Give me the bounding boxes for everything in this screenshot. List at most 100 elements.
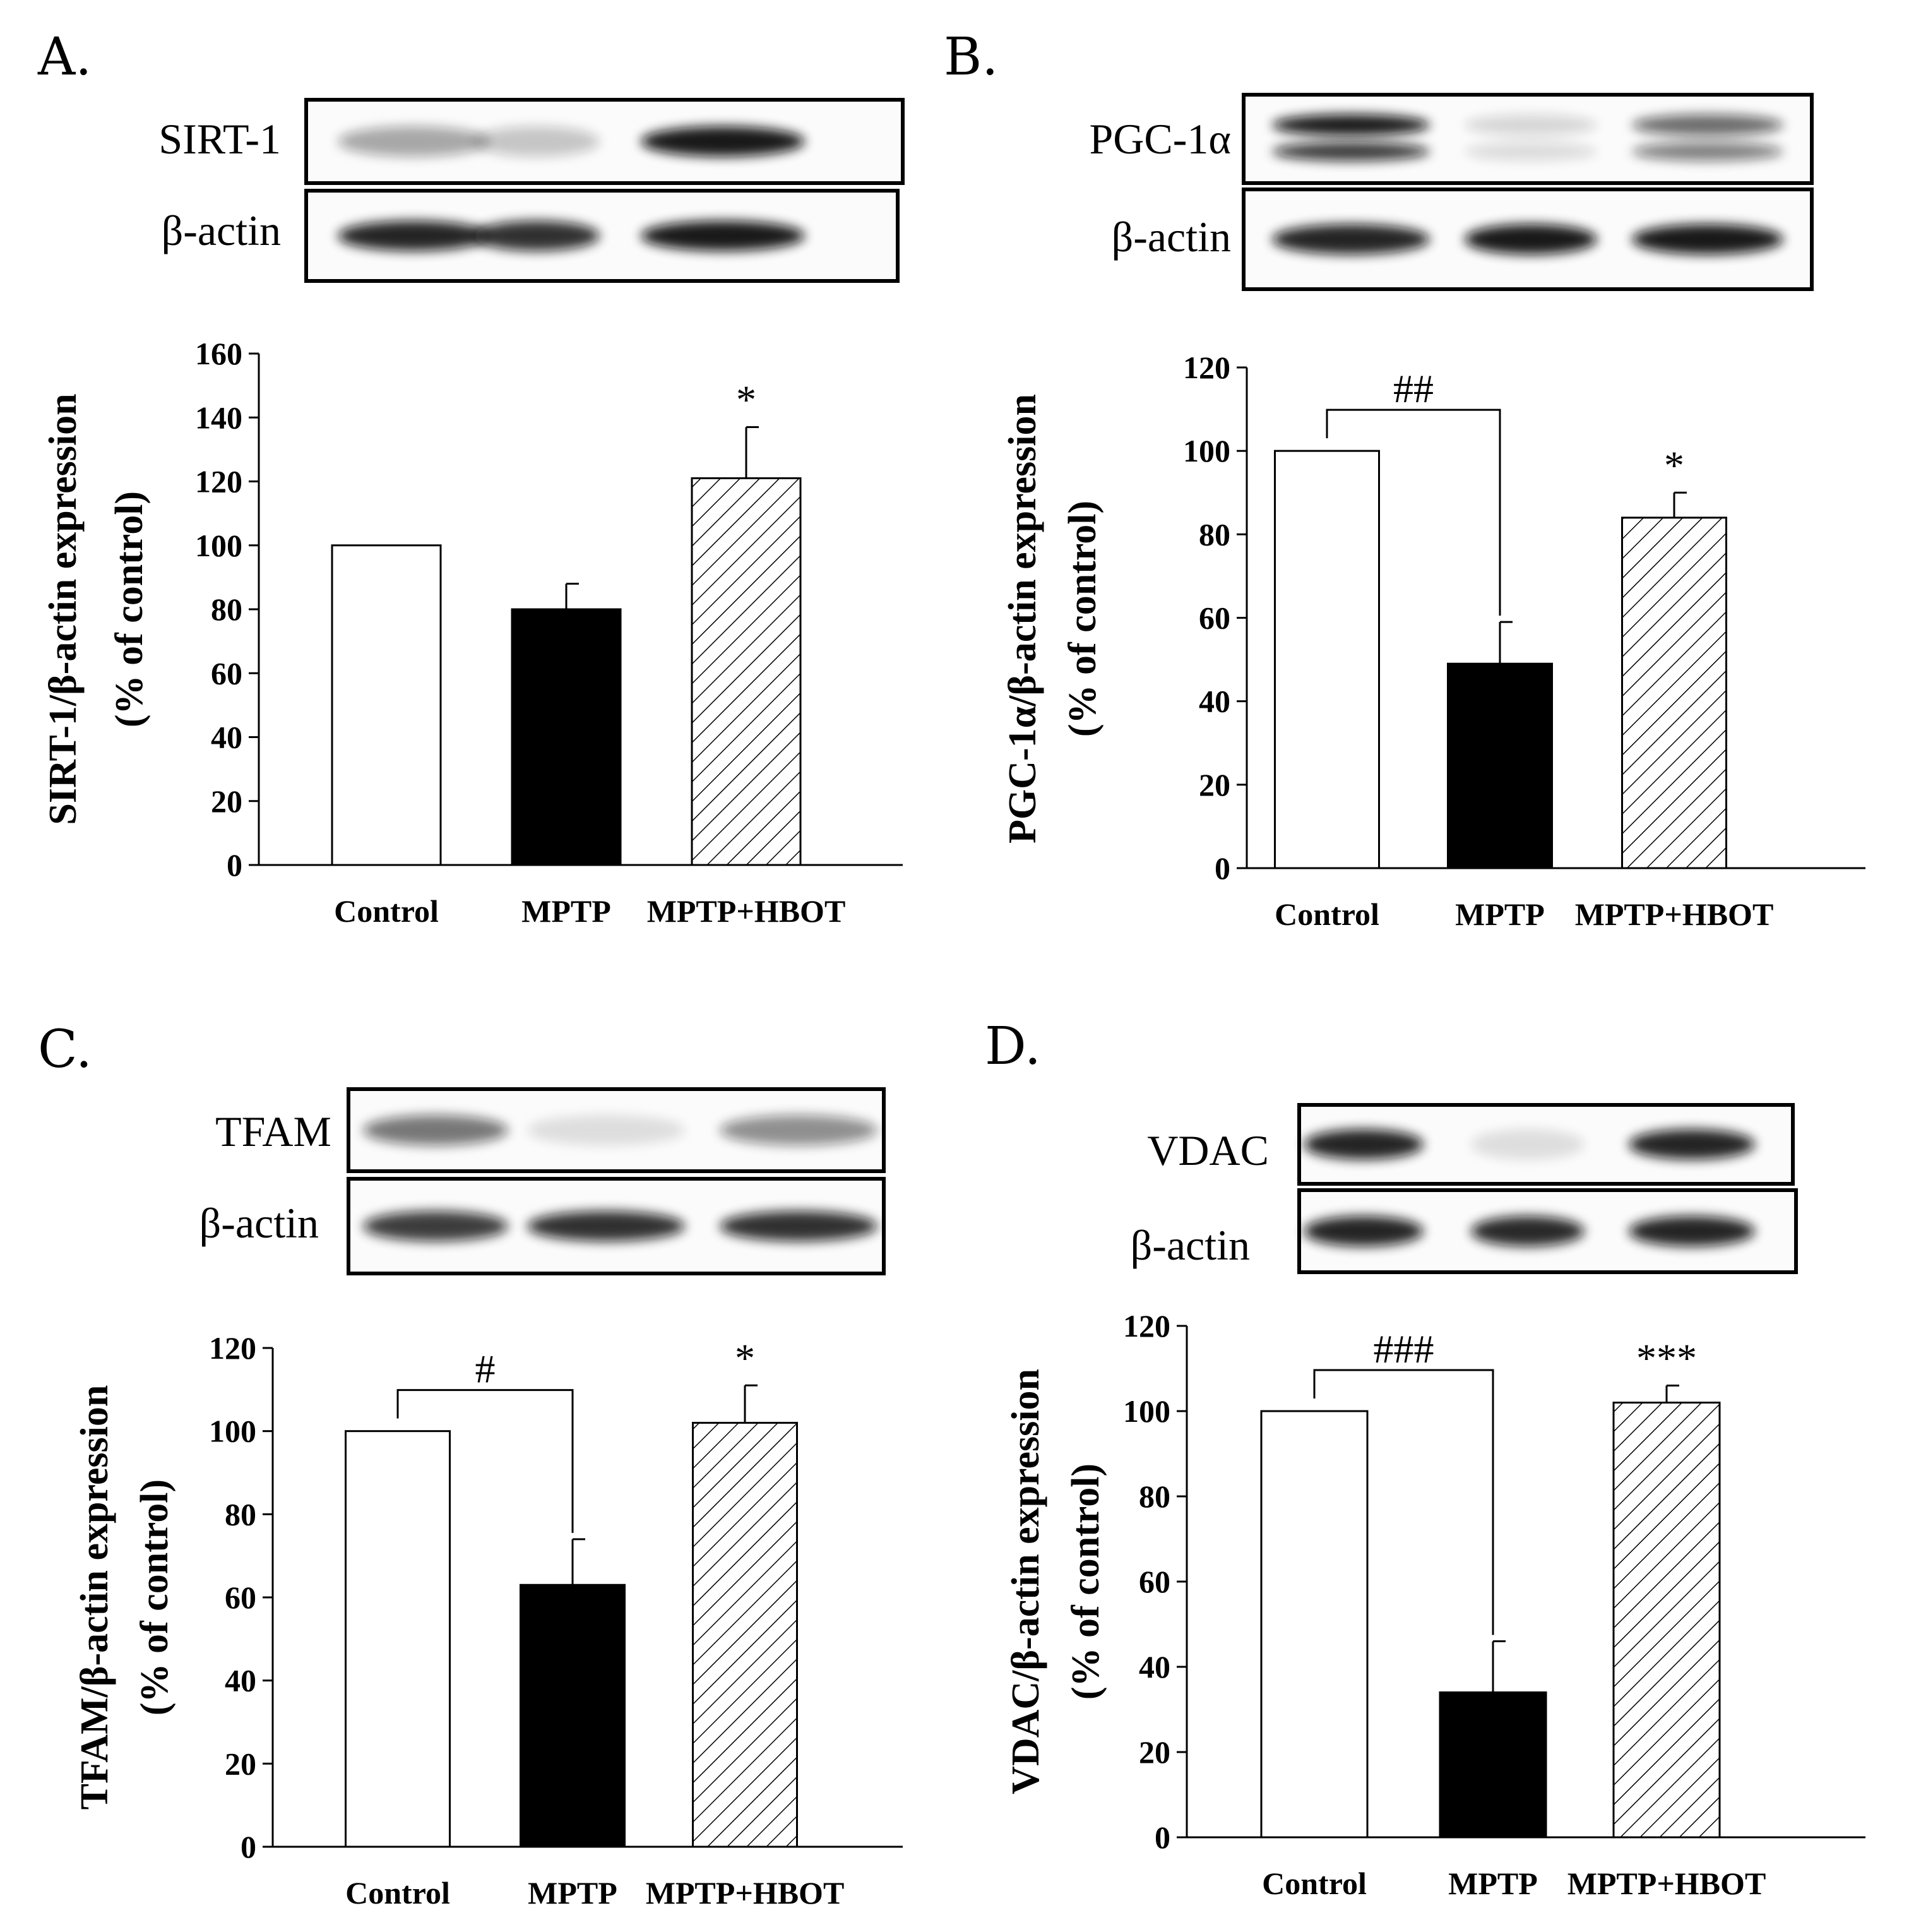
blot-row-loading <box>1242 188 1814 291</box>
western-blot: PGC-1α β-actin <box>1089 93 1814 291</box>
x-tick-label: Control <box>334 893 439 929</box>
blot-band <box>1471 1129 1585 1160</box>
western-blot: VDAC β-actin <box>1131 1103 1798 1274</box>
blot-band <box>1632 224 1783 254</box>
blot-label-loading: β-actin <box>199 1199 319 1247</box>
bar-chart: VDAC/β-actin expression (% of control) 0… <box>1004 1308 1865 1901</box>
y-axis-label: SIRT-1/β-actin expression <box>42 393 85 825</box>
panel-d: D. VDAC β-actin VDAC/β-actin expression … <box>985 1017 1865 1901</box>
blot-label-target: VDAC <box>1147 1126 1269 1174</box>
western-blot: TFAM β-actin <box>199 1087 886 1275</box>
y-tick-label: 0 <box>1215 850 1230 886</box>
y-tick-label: 80 <box>1199 516 1230 552</box>
y-tick-label: 20 <box>1199 767 1230 802</box>
panel-letter: C. <box>38 1020 92 1080</box>
x-tick-label: MPTP+HBOT <box>1567 1866 1766 1901</box>
comparison-bracket <box>1326 408 1501 616</box>
blot-band <box>1272 142 1430 161</box>
bar <box>691 477 802 866</box>
y-tick-label: 100 <box>195 528 242 563</box>
blot-band <box>720 1211 877 1241</box>
blot-band <box>473 126 600 157</box>
y-tick-label: 0 <box>1155 1820 1170 1855</box>
panel-a: A. SIRT-1 β-actin SIRT-1/β-actin express… <box>37 27 905 929</box>
panel-c: C. TFAM β-actin TFAM/β-actin expression … <box>38 1020 903 1911</box>
y-tick-label: 0 <box>241 1829 256 1864</box>
blot-band <box>1272 224 1430 254</box>
x-tick-label: MPTP <box>528 1875 617 1911</box>
y-axis-label: VDAC/β-actin expression <box>1004 1369 1047 1794</box>
blot-band <box>1632 114 1783 136</box>
significance-label: * <box>735 1335 755 1380</box>
y-tick-label: 60 <box>225 1580 256 1615</box>
y-tick-label: 100 <box>209 1414 256 1449</box>
panel-letter: B. <box>944 27 998 87</box>
blot-band <box>641 220 805 251</box>
blot-band <box>1304 1216 1424 1246</box>
bracket-label: ## <box>1393 366 1434 411</box>
blot-row-loading <box>347 1177 886 1275</box>
bar <box>511 608 622 866</box>
y-axis-label-unit: (% of control) <box>1064 1464 1107 1700</box>
x-tick-label: Control <box>1262 1866 1367 1901</box>
blot-row-target <box>347 1087 886 1173</box>
bar-chart: PGC-1α/β-actin expression (% of control)… <box>1001 350 1865 932</box>
y-tick-label: 100 <box>1123 1393 1170 1429</box>
x-tick-label: MPTP+HBOT <box>646 1875 845 1911</box>
comparison-bracket <box>1313 1369 1494 1635</box>
y-tick-label: 80 <box>211 592 242 627</box>
bar <box>1260 1410 1369 1839</box>
blot-band <box>338 220 489 251</box>
blot-band <box>527 1115 685 1145</box>
y-tick-label: 120 <box>209 1330 256 1366</box>
y-axis-label-unit: (% of control) <box>1061 501 1104 737</box>
blot-band <box>473 220 600 251</box>
significance-label: * <box>736 377 756 422</box>
y-tick-label: 120 <box>195 464 242 499</box>
blot-label-loading: β-actin <box>1131 1221 1250 1269</box>
y-tick-label: 40 <box>211 720 242 755</box>
blot-label-target: TFAM <box>215 1107 331 1155</box>
y-tick-label: 60 <box>1199 600 1230 636</box>
y-tick-label: 40 <box>225 1663 256 1698</box>
y-axis-label: TFAM/β-actin expression <box>73 1385 116 1810</box>
blot-band <box>1632 142 1783 161</box>
blot-row-target <box>1242 93 1814 185</box>
comparison-bracket <box>396 1389 574 1533</box>
blot-row-loading <box>1297 1188 1798 1274</box>
blot-row-loading <box>304 189 900 283</box>
blot-band <box>527 1211 685 1241</box>
x-tick-label: Control <box>1275 897 1379 932</box>
x-tick-label: MPTP+HBOT <box>647 893 846 929</box>
y-tick-label: 20 <box>225 1746 256 1781</box>
x-tick-label: MPTP <box>1455 897 1545 932</box>
panel-b: B. PGC-1α β-actin PGC-1α/β-actin express… <box>944 27 1865 932</box>
y-tick-label: 160 <box>195 336 242 371</box>
blot-band <box>1629 1129 1755 1160</box>
bar <box>1439 1691 1547 1839</box>
bar <box>692 1422 798 1848</box>
blot-row-target <box>1297 1103 1795 1186</box>
blot-band <box>1272 114 1430 136</box>
bar <box>331 544 442 866</box>
bar <box>1447 662 1553 869</box>
y-tick-label: 20 <box>1139 1734 1170 1770</box>
blot-band <box>363 1115 508 1145</box>
y-tick-label: 100 <box>1183 433 1230 468</box>
western-blot: SIRT-1 β-actin <box>158 98 905 283</box>
y-tick-label: 80 <box>225 1496 256 1532</box>
bar-chart: SIRT-1/β-actin expression (% of control)… <box>42 336 903 929</box>
y-tick-label: 0 <box>227 847 242 883</box>
blot-label-loading: β-actin <box>162 206 281 254</box>
panel-letter: D. <box>985 1017 1041 1076</box>
y-tick-label: 120 <box>1183 350 1230 385</box>
bar-chart: TFAM/β-actin expression (% of control) 0… <box>73 1330 903 1911</box>
blot-band <box>1629 1216 1755 1246</box>
x-tick-label: MPTP <box>521 893 611 929</box>
blot-band <box>1465 142 1597 161</box>
blot-band <box>1465 224 1597 254</box>
blot-band <box>1465 114 1597 136</box>
blot-label-target: PGC-1α <box>1089 115 1231 163</box>
y-tick-label: 40 <box>1199 684 1230 719</box>
y-tick-label: 60 <box>211 655 242 691</box>
